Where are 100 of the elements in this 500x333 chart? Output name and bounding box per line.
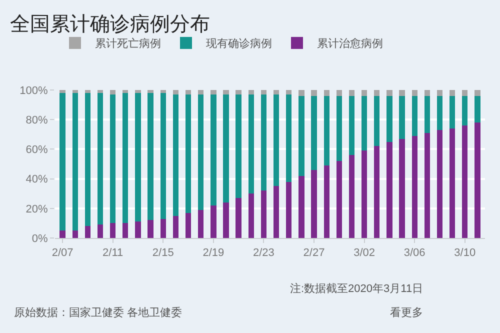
bar (236, 198, 242, 238)
bar (273, 90, 280, 94)
bar (361, 96, 368, 151)
bar (311, 90, 317, 96)
bar (336, 96, 342, 162)
bar (386, 96, 392, 142)
bar (198, 210, 204, 238)
bar (311, 170, 317, 238)
bar (449, 128, 456, 238)
bar (374, 90, 380, 96)
bar (361, 90, 368, 96)
bar (172, 216, 179, 238)
x-tick-label: 3/06 (404, 247, 426, 260)
bar (412, 136, 418, 238)
y-tick-label: 60% (26, 144, 48, 156)
bar (286, 90, 292, 94)
legend-label: 现有确诊病例 (206, 37, 272, 50)
bar (449, 90, 456, 96)
bar (336, 90, 342, 96)
bar (97, 224, 104, 238)
bar (248, 194, 254, 238)
bar (424, 90, 430, 96)
bar (72, 90, 78, 93)
x-tick-label: 2/15 (152, 247, 174, 260)
x-tick-label: 3/02 (354, 247, 376, 260)
bar (60, 90, 66, 93)
bar (110, 90, 116, 94)
bar (260, 94, 267, 191)
bar (236, 94, 242, 198)
bar (424, 132, 430, 238)
bar (474, 122, 480, 238)
bar (348, 90, 355, 96)
bar (286, 182, 292, 238)
bar (374, 96, 380, 146)
bar (324, 165, 330, 238)
bar (336, 161, 342, 238)
bar (110, 94, 116, 224)
bar (223, 94, 229, 202)
bar (248, 90, 254, 94)
bar (260, 90, 267, 94)
x-tick-label: 2/23 (253, 247, 274, 260)
bar (474, 96, 480, 123)
x-tick-label: 2/11 (102, 247, 124, 260)
bar (160, 218, 166, 238)
bar (210, 90, 216, 94)
text: 看更多 (390, 306, 423, 319)
bar (135, 90, 141, 93)
legend-label: 累计治愈病例 (317, 37, 383, 50)
bar (412, 90, 418, 96)
bar (72, 230, 78, 238)
bar (172, 90, 179, 94)
bar (223, 202, 229, 238)
bar (148, 220, 154, 238)
bar (122, 90, 128, 93)
bar (260, 190, 267, 238)
bar (198, 94, 204, 210)
text: 原始数据：国家卫健委 各地卫健委 (14, 306, 182, 319)
bar (210, 205, 216, 238)
bar (298, 90, 304, 96)
bar (399, 138, 405, 238)
bar (148, 90, 154, 93)
bar (424, 96, 430, 133)
x-tick-label: 3/10 (454, 247, 476, 260)
bar (436, 90, 443, 96)
bar (60, 230, 66, 238)
bar (223, 90, 229, 94)
bar (361, 150, 368, 238)
bar (449, 96, 456, 128)
bar (273, 94, 280, 186)
bar (172, 94, 179, 216)
y-tick-label: 100% (20, 84, 48, 97)
legend-label: 累计死亡病例 (95, 37, 161, 50)
x-tick-label: 2/27 (303, 247, 325, 260)
bar (374, 146, 380, 238)
bar (60, 92, 66, 231)
bar (122, 92, 128, 224)
bar (110, 223, 116, 238)
bar (324, 96, 330, 166)
bar (399, 96, 405, 139)
y-tick-label: 20% (26, 203, 48, 216)
bar (462, 90, 468, 96)
bar (97, 92, 104, 225)
bar (348, 155, 355, 238)
bar (399, 90, 405, 96)
bar (462, 126, 468, 238)
bar (84, 226, 91, 238)
y-tick-label: 40% (26, 174, 48, 186)
bar (286, 94, 292, 182)
bar (236, 90, 242, 94)
bar (72, 92, 78, 231)
bar (324, 90, 330, 96)
chart-title: 全国累计确诊病例分布 (10, 14, 210, 36)
bar (84, 90, 91, 93)
bar (198, 90, 204, 94)
bar (160, 90, 166, 93)
bar (160, 92, 166, 219)
bar (474, 90, 480, 96)
bar (311, 96, 317, 170)
bar (248, 94, 254, 194)
bar (97, 90, 104, 93)
